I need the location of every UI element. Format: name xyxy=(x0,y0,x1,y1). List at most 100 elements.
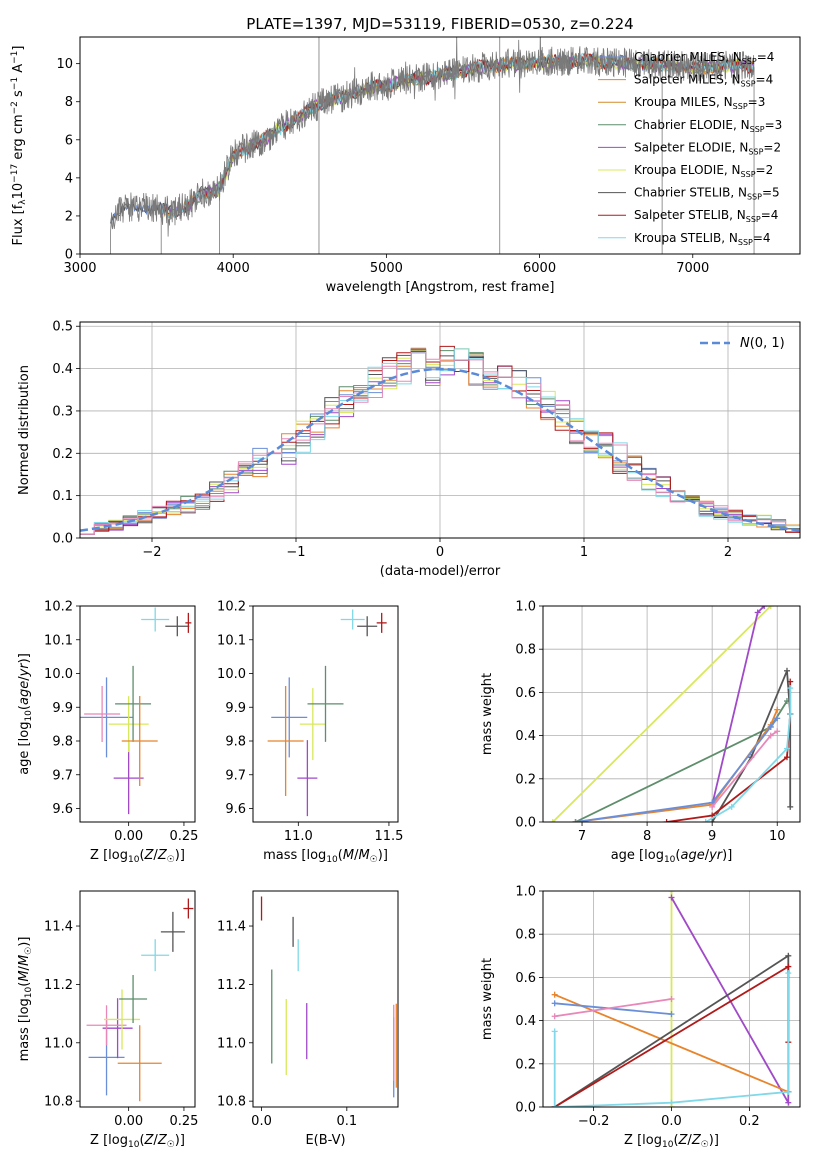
x-tick-label: 7000 xyxy=(676,261,709,276)
mass-weight-line xyxy=(575,700,788,822)
y-tick-label: 0.1 xyxy=(52,489,73,504)
legend-label-end: =5 xyxy=(762,186,780,200)
y-axis-label-part: Flux [f xyxy=(11,204,26,245)
x-axis-label-part: ( xyxy=(139,1133,144,1148)
x-axis-label-part: E(B-V) xyxy=(305,1133,345,1148)
legend-label-end: =4 xyxy=(753,231,771,245)
x-tick-label: 0.2 xyxy=(739,1114,760,1129)
legend-label-sub: SSP xyxy=(747,193,762,202)
axes-frame xyxy=(542,890,801,1108)
x-axis-label: wavelength [Angstrom, rest frame] xyxy=(326,280,555,295)
x-axis-label-part: 10 xyxy=(128,1140,140,1150)
y-tick-label: 0.2 xyxy=(52,447,73,462)
legend-label-end: =2 xyxy=(763,140,781,154)
x-axis-label-part: 10 xyxy=(326,855,338,865)
y-tick-label: 9.9 xyxy=(225,701,246,716)
y-axis-label-part: ] xyxy=(11,46,26,51)
legend-label-sub: SSP xyxy=(733,102,748,111)
x-tick-label: 6000 xyxy=(523,261,556,276)
x-axis-label-part: / xyxy=(153,1133,158,1148)
x-axis-label-part: Z xyxy=(678,1133,689,1148)
y-tick-label: 0.6 xyxy=(515,686,536,701)
x-axis-label-part: log xyxy=(306,848,326,863)
x-axis-label-part: age [ xyxy=(611,848,644,863)
y-tick-label: 10.8 xyxy=(44,1095,73,1110)
y-axis-label-part: erg cm xyxy=(11,114,26,163)
x-axis-label: E(B-V) xyxy=(305,1133,345,1148)
y-axis-label-part: ( xyxy=(17,982,32,987)
mass-weight-line xyxy=(670,897,790,1107)
chart-title: PLATE=1397, MJD=53119, FIBERID=0530, z=0… xyxy=(246,15,633,33)
legend-label-sub: SSP xyxy=(746,215,761,224)
y-tick-label: 9.6 xyxy=(52,802,73,817)
y-tick-label: 9.7 xyxy=(52,768,73,783)
data-spectrum-line xyxy=(110,37,755,254)
y-tick-label: 0.8 xyxy=(515,928,536,943)
x-tick-label: 11.5 xyxy=(374,829,403,844)
gaussian-curve xyxy=(80,367,800,532)
y-axis-label-part: log xyxy=(17,998,32,1018)
legend-label: Salpeter MILES, NSSP=4 xyxy=(634,73,773,89)
y-axis-label-part: yr xyxy=(17,662,32,678)
x-axis-label-part: log xyxy=(644,848,664,863)
legend-label-sub: SSP xyxy=(750,125,765,134)
x-axis-label-part: ( xyxy=(675,848,680,863)
x-axis-label-part: )] xyxy=(378,848,388,863)
errorbar-group xyxy=(267,609,387,817)
x-tick-label: −0.2 xyxy=(578,1114,610,1129)
axes-frame xyxy=(252,605,399,823)
y-axis-label-part: Normed distribution xyxy=(17,365,32,495)
x-axis-label-part: )] xyxy=(175,848,185,863)
legend-label: N(0, 1) xyxy=(740,336,785,351)
y-tick-label: 10.8 xyxy=(217,1095,246,1110)
y-tick-label: 6 xyxy=(65,133,73,148)
x-axis-label: (data-model)/error xyxy=(380,564,501,579)
legend-label-sub: SSP xyxy=(741,170,756,179)
x-axis-label-part: ☉ xyxy=(370,855,378,865)
x-axis-label-part: log xyxy=(642,1133,662,1148)
axes-frame xyxy=(79,890,196,1108)
legend-label: Kroupa MILES, NSSP=3 xyxy=(634,95,765,111)
y-axis-label: Normed distribution xyxy=(17,365,32,495)
y-tick-label: 9.9 xyxy=(52,701,73,716)
legend-label-main: Salpeter STELIB, N xyxy=(634,208,746,222)
y-axis-label-part: −2 xyxy=(10,101,20,114)
x-axis-label: Z [log10(Z/Z☉)] xyxy=(624,1133,719,1150)
x-axis-label-part: Z xyxy=(157,848,168,863)
legend-label-main: Kroupa MILES, N xyxy=(634,95,733,109)
x-tick-label: 0.1 xyxy=(336,1114,357,1129)
legend-label-end: =4 xyxy=(761,208,779,222)
y-tick-label: 0.0 xyxy=(515,1101,536,1116)
mass-weight-line xyxy=(666,681,792,822)
y-tick-label: 0.5 xyxy=(52,320,73,335)
x-axis-label-part: Z xyxy=(144,1133,155,1148)
y-axis-label-part: ☉ xyxy=(24,947,34,955)
legend-label-sub: SSP xyxy=(748,147,763,156)
x-axis-label-part: Z [ xyxy=(90,1133,108,1148)
x-axis-label-part: log xyxy=(108,1133,128,1148)
legend-label-part: N xyxy=(740,336,750,351)
x-axis-label: age [log10(age/yr)] xyxy=(611,848,733,865)
axes-frame xyxy=(542,605,801,823)
y-tick-label: 0.4 xyxy=(515,1014,536,1029)
y-axis-label-part: λ xyxy=(18,199,28,205)
y-axis-label-part: 10 xyxy=(24,710,34,722)
y-axis-label-part: M xyxy=(17,955,32,966)
x-axis-label-part: ( xyxy=(673,1133,678,1148)
x-tick-label: 5000 xyxy=(370,261,403,276)
mass-weight-line xyxy=(575,717,778,822)
histogram-step xyxy=(80,352,800,535)
x-tick-label: −1 xyxy=(286,545,305,560)
y-axis-label-part: s xyxy=(11,90,26,101)
legend-label: Salpeter STELIB, NSSP=4 xyxy=(634,208,778,224)
legend-label-end: =4 xyxy=(756,73,774,87)
x-axis-label-part: / xyxy=(354,848,359,863)
x-axis-label-part: / xyxy=(153,848,158,863)
y-tick-label: 2 xyxy=(65,209,73,224)
x-tick-label: 0.0 xyxy=(661,1114,682,1129)
legend-label-part: (0, 1) xyxy=(750,336,785,351)
x-axis-label-part: M xyxy=(358,848,369,863)
x-axis-label-part: ( xyxy=(338,848,343,863)
x-tick-label: 0.00 xyxy=(114,1114,143,1129)
y-tick-label: 0.2 xyxy=(515,1057,536,1072)
